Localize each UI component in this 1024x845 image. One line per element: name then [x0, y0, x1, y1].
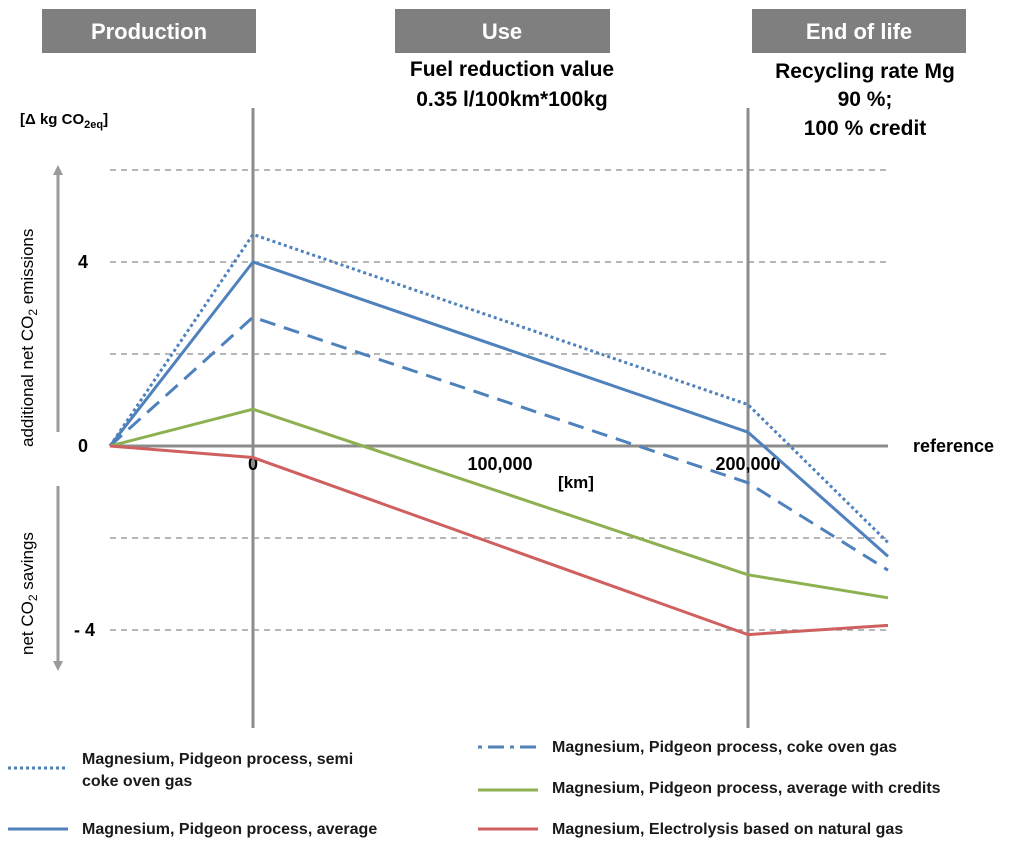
legend-label: Magnesium, Pidgeon process, semi [82, 751, 353, 768]
series-line-3 [108, 315, 889, 572]
x-unit-label: [km] [558, 473, 594, 492]
legend-item: Magnesium, Pidgeon process, coke oven ga… [478, 739, 897, 756]
phase-end-of-life: End of life [752, 9, 966, 53]
legend-label: Magnesium, Pidgeon process, average [82, 821, 377, 838]
legend-label: Magnesium, Pidgeon process, average with… [552, 780, 941, 797]
phase-production-label: Production [91, 19, 207, 44]
series-line-1 [108, 232, 890, 544]
reference-label: reference [913, 436, 994, 456]
legend: Magnesium, Pidgeon process, semi coke ov… [8, 739, 941, 838]
series-line-5 [109, 444, 889, 637]
legend-item: Magnesium, Electrolysis based on natural… [478, 821, 903, 838]
y-tick-label: 4 [78, 252, 88, 272]
legend-item: Magnesium, Pidgeon process, semi coke ov… [8, 751, 353, 790]
legend-item: Magnesium, Pidgeon process, average [8, 821, 377, 838]
use-info-line2: 0.35 l/100km*100kg [416, 88, 607, 111]
x-tick-label: 200,000 [715, 454, 780, 474]
legend-item: Magnesium, Pidgeon process, average with… [478, 780, 941, 797]
eol-info-line1: Recycling rate Mg [775, 60, 955, 83]
use-info-line1: Fuel reduction value [410, 58, 614, 81]
tick-labels: 4 0 - 4 0 100,000 200,000 [74, 252, 781, 640]
x-tick-label: 100,000 [467, 454, 532, 474]
eol-info-line2: 90 %; [838, 88, 893, 111]
down-caption: net CO2 savings [18, 532, 40, 655]
phase-separators [251, 108, 750, 728]
unit-label: [Δ kg CO2eq] [20, 111, 108, 131]
legend-label-line2: coke oven gas [82, 773, 192, 790]
series-group [108, 232, 890, 637]
up-caption: additional net CO2 emissions [18, 229, 40, 447]
gridlines [110, 169, 888, 631]
phase-use-label: Use [482, 19, 522, 44]
legend-label: Magnesium, Electrolysis based on natural… [552, 821, 903, 838]
phase-production: Production [42, 9, 256, 53]
y-tick-label: 0 [78, 436, 88, 456]
x-tick-label: 0 [248, 454, 258, 474]
y-tick-label: - 4 [74, 620, 95, 640]
eol-info-line3: 100 % credit [804, 117, 927, 140]
legend-label: Magnesium, Pidgeon process, coke oven ga… [552, 739, 897, 756]
phase-end-of-life-label: End of life [806, 19, 912, 44]
series-line-2 [108, 260, 889, 558]
series-line-4 [109, 407, 889, 600]
phase-use: Use [395, 9, 610, 53]
